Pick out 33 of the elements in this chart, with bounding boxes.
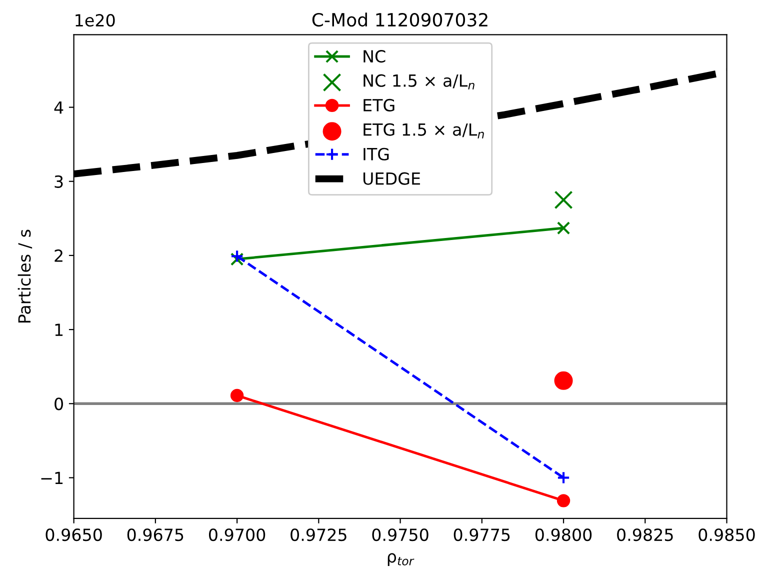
x-axis-title: ρ$_{tor}$: [388, 553, 414, 566]
x-tick-label: 0.9675: [127, 528, 184, 542]
y-tick-label: 0: [54, 398, 63, 410]
text: 1e20: [76, 14, 115, 27]
x-tick-label: 0.9850: [698, 528, 755, 542]
point: [230, 388, 244, 402]
legend-label: ETG: [364, 98, 394, 112]
x-tick-label: 0.9700: [208, 528, 266, 542]
x-tick-label: 0.9650: [46, 528, 102, 542]
y-tick-label: 3: [54, 175, 63, 188]
x-tick-label: 0.9750: [372, 528, 428, 542]
x-tick-label: 0.9825: [617, 528, 673, 542]
x-tick-label: 0.9725: [290, 528, 346, 542]
y-tick-label: 2: [54, 249, 62, 262]
legend-label: NC 1.5 × a/L$_{n}$: [364, 74, 474, 90]
legend-label: ITG: [364, 148, 389, 160]
point: [554, 190, 573, 210]
y-axis-title: Particles / s: [18, 230, 32, 323]
point: [554, 371, 573, 390]
y-tick-label: −1: [41, 472, 63, 484]
legend-label: UEDGE: [363, 172, 420, 185]
point: [556, 221, 570, 235]
point: [230, 252, 244, 266]
legend-label: ETG 1.5 × a/L$_{n}$: [364, 123, 484, 138]
x-tick-label: 0.9800: [535, 528, 592, 542]
chart-title: C-Mod 1120907032: [312, 12, 488, 27]
y-tick-label: 4: [54, 101, 64, 114]
x-tick-label: 0.9775: [454, 528, 510, 542]
point: [556, 471, 570, 484]
y-tick-label: 1: [55, 324, 63, 336]
point: [230, 250, 244, 263]
point: [556, 494, 570, 508]
legend-label: NC: [364, 50, 386, 63]
